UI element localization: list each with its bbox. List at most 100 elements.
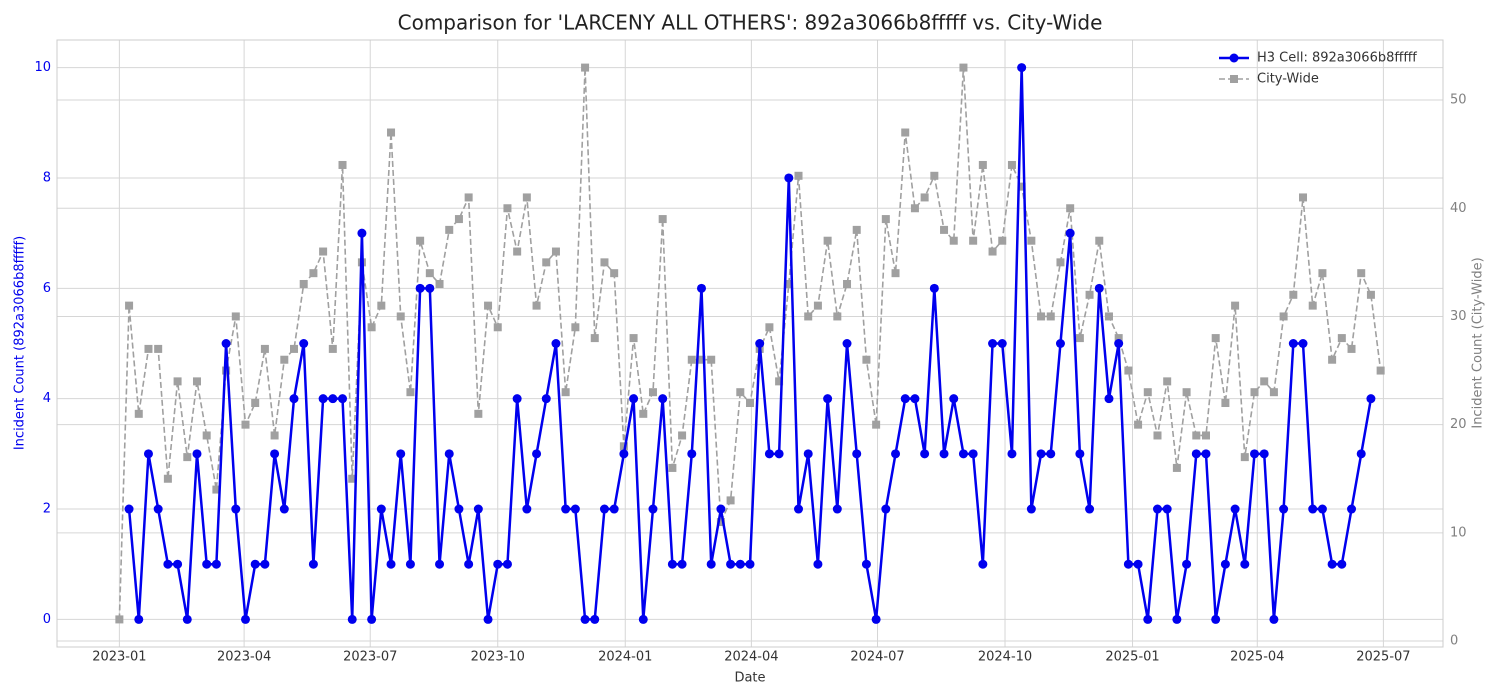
point xyxy=(1220,559,1230,569)
point xyxy=(1259,449,1269,459)
point xyxy=(638,614,648,624)
y-tick-label: 2 xyxy=(43,502,51,517)
point xyxy=(687,355,696,364)
point xyxy=(163,474,172,483)
point xyxy=(678,431,687,440)
point xyxy=(318,394,328,404)
point xyxy=(1037,312,1046,321)
x-tick-label: 2024-04 xyxy=(724,650,778,665)
point xyxy=(134,409,143,418)
point xyxy=(735,559,745,569)
point xyxy=(843,279,852,288)
point xyxy=(872,420,881,429)
point xyxy=(348,474,357,483)
point xyxy=(929,283,939,293)
y2-tick-label: 30 xyxy=(1450,309,1467,324)
point xyxy=(988,247,997,256)
point xyxy=(619,442,628,451)
point xyxy=(367,614,377,624)
point xyxy=(473,504,483,514)
point xyxy=(289,394,299,404)
point xyxy=(910,204,919,213)
x-axis-label: Date xyxy=(734,671,765,686)
point xyxy=(328,344,337,353)
point xyxy=(1337,334,1346,343)
point xyxy=(163,559,173,569)
point xyxy=(182,614,192,624)
legend-label: H3 Cell: 892a3066b8fffff xyxy=(1257,51,1417,66)
x-tick-label: 2023-07 xyxy=(343,650,397,665)
point xyxy=(852,225,861,234)
point xyxy=(396,312,405,321)
point xyxy=(124,504,134,514)
point xyxy=(1152,504,1162,514)
point xyxy=(309,269,318,278)
point xyxy=(425,283,435,293)
point xyxy=(997,339,1007,348)
point xyxy=(1366,394,1376,404)
point xyxy=(1007,449,1017,459)
point xyxy=(1114,339,1124,348)
point xyxy=(532,449,542,459)
point xyxy=(804,312,813,321)
point xyxy=(969,236,978,245)
point xyxy=(211,559,221,569)
point xyxy=(1095,236,1104,245)
point xyxy=(1056,258,1065,267)
x-tick-label: 2025-07 xyxy=(1356,650,1410,665)
point xyxy=(1376,366,1385,375)
point xyxy=(444,449,454,459)
point xyxy=(861,559,871,569)
point xyxy=(1221,399,1230,408)
point xyxy=(1240,453,1249,462)
point xyxy=(823,236,832,245)
point xyxy=(1124,366,1133,375)
point xyxy=(1230,504,1240,514)
point xyxy=(949,394,959,404)
point xyxy=(1191,449,1201,459)
point xyxy=(1104,394,1114,404)
point xyxy=(1046,449,1056,459)
point xyxy=(221,339,231,348)
point xyxy=(1114,334,1123,343)
x-tick-label: 2024-01 xyxy=(598,650,652,665)
point xyxy=(832,504,842,514)
point xyxy=(1085,290,1094,299)
point xyxy=(920,193,929,202)
legend-marker xyxy=(1229,53,1239,63)
point xyxy=(590,614,600,624)
point xyxy=(522,504,532,514)
point xyxy=(493,323,502,332)
point xyxy=(920,449,930,459)
point xyxy=(212,485,221,494)
point xyxy=(202,559,212,569)
point xyxy=(842,339,852,348)
point xyxy=(240,614,250,624)
point xyxy=(696,283,706,293)
x-tick-label: 2023-01 xyxy=(92,650,146,665)
point xyxy=(1123,559,1133,569)
point xyxy=(425,269,434,278)
point xyxy=(1134,420,1143,429)
y-axis-label: Incident Count (892a3066b8fffff) xyxy=(13,236,28,450)
point xyxy=(1240,559,1250,569)
point xyxy=(260,559,270,569)
point xyxy=(687,449,697,459)
point xyxy=(1192,431,1201,440)
point xyxy=(871,614,881,624)
point xyxy=(716,504,726,514)
point xyxy=(192,449,202,459)
point xyxy=(599,504,609,514)
point xyxy=(542,258,551,267)
x-tick-label: 2023-10 xyxy=(471,650,525,665)
point xyxy=(454,504,464,514)
point xyxy=(1328,355,1337,364)
point xyxy=(1172,463,1181,472)
point xyxy=(590,334,599,343)
point xyxy=(939,449,949,459)
point xyxy=(581,63,590,72)
point xyxy=(522,193,531,202)
point xyxy=(454,215,463,224)
legend-label: City-Wide xyxy=(1257,72,1319,87)
